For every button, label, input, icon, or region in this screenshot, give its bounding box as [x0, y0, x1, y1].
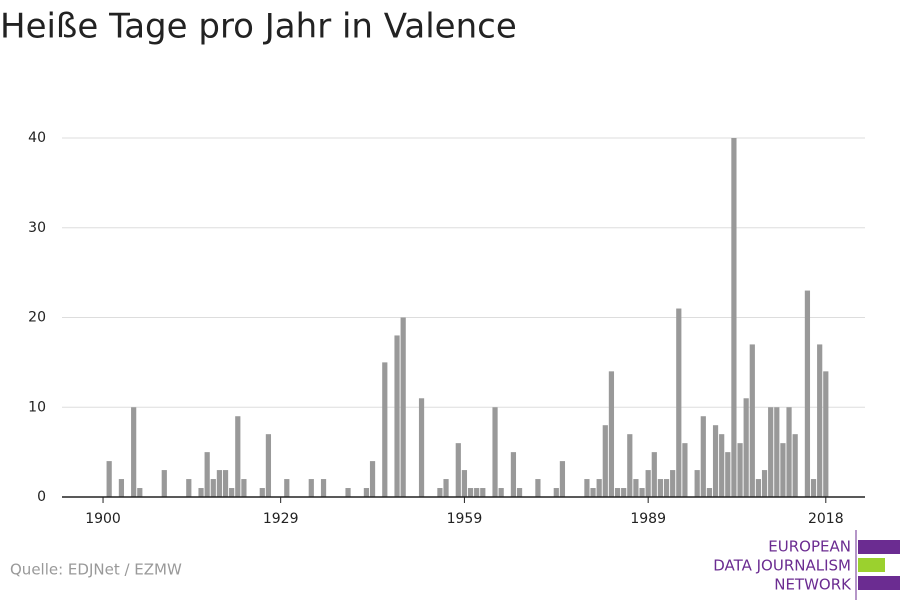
logo-bar [858, 540, 900, 554]
bar [492, 407, 498, 497]
bar [118, 479, 125, 497]
logo-bar [858, 576, 900, 590]
bar [743, 398, 749, 497]
bar [700, 416, 706, 497]
bar [768, 407, 774, 497]
bar [731, 138, 737, 497]
logo-text: EUROPEAN [768, 538, 851, 556]
bar [320, 479, 327, 497]
bar [284, 479, 290, 497]
bar [161, 470, 167, 497]
bar [106, 461, 112, 497]
bar [480, 488, 486, 497]
y-tick-label: 20 [28, 310, 46, 326]
bar [719, 434, 725, 497]
bar [670, 470, 676, 497]
bar [633, 479, 639, 497]
bar [639, 488, 645, 497]
bar [229, 488, 235, 497]
bar [137, 488, 143, 497]
bar [663, 479, 670, 497]
bar [817, 344, 823, 497]
bar [510, 452, 517, 497]
bar [602, 425, 608, 497]
bar [627, 434, 633, 497]
bar [786, 407, 792, 497]
bar [265, 434, 272, 497]
bar [198, 488, 204, 497]
bar [259, 488, 265, 497]
bar [823, 371, 829, 497]
x-tick-label: 1959 [447, 511, 483, 527]
bar [498, 488, 504, 497]
bar [461, 470, 468, 497]
bar [676, 308, 682, 497]
bar [516, 488, 523, 497]
bar [651, 452, 657, 497]
x-tick-label: 1929 [263, 511, 299, 527]
bar [621, 488, 627, 497]
bar [737, 443, 743, 497]
logo-text: DATA JOURNALISM [713, 557, 851, 575]
bar [608, 371, 615, 497]
bar [204, 452, 210, 497]
bar [774, 407, 780, 497]
bar [186, 479, 192, 497]
bar [657, 479, 664, 497]
x-tick-label: 1900 [85, 511, 121, 527]
bar [584, 479, 590, 497]
bar [792, 434, 798, 497]
source: Quelle: EDJNet / EZMW [10, 561, 182, 579]
logo-bar [858, 558, 885, 572]
bar [369, 461, 376, 497]
bar [443, 479, 449, 497]
bar [559, 461, 566, 497]
y-tick-label: 10 [28, 399, 46, 415]
x-tick-label: 1989 [630, 511, 666, 527]
bar [804, 290, 811, 497]
bar [394, 335, 400, 497]
bar [474, 488, 480, 497]
bar [535, 479, 541, 497]
bar [400, 317, 406, 497]
bar [706, 488, 713, 497]
bar [810, 479, 817, 497]
bar [467, 488, 474, 497]
bar [241, 479, 247, 497]
bar [694, 470, 700, 497]
bar [418, 398, 425, 497]
bar [596, 479, 602, 497]
bar [131, 407, 137, 497]
logo-text: NETWORK [774, 576, 852, 594]
bar [553, 488, 559, 497]
bar [455, 443, 461, 497]
bar [761, 470, 768, 497]
bar [749, 344, 755, 497]
bar [755, 479, 762, 497]
bar [590, 488, 596, 497]
bar [216, 470, 223, 497]
bar [308, 479, 314, 497]
y-tick-label: 30 [28, 220, 46, 236]
bar [780, 443, 786, 497]
bar [235, 416, 241, 497]
bar [210, 479, 216, 497]
bar [382, 362, 388, 497]
bar [222, 470, 229, 497]
y-tick-label: 0 [37, 489, 46, 505]
bar [712, 425, 719, 497]
x-tick-label: 2018 [808, 511, 844, 527]
chart-title: Heiße Tage pro Jahr in Valence [0, 7, 517, 47]
y-tick-label: 40 [28, 130, 46, 146]
bar [645, 470, 651, 497]
bar [437, 488, 443, 497]
bar [614, 488, 621, 497]
bar [363, 488, 370, 497]
bar [725, 452, 731, 497]
bar [682, 443, 688, 497]
bar [345, 488, 351, 497]
